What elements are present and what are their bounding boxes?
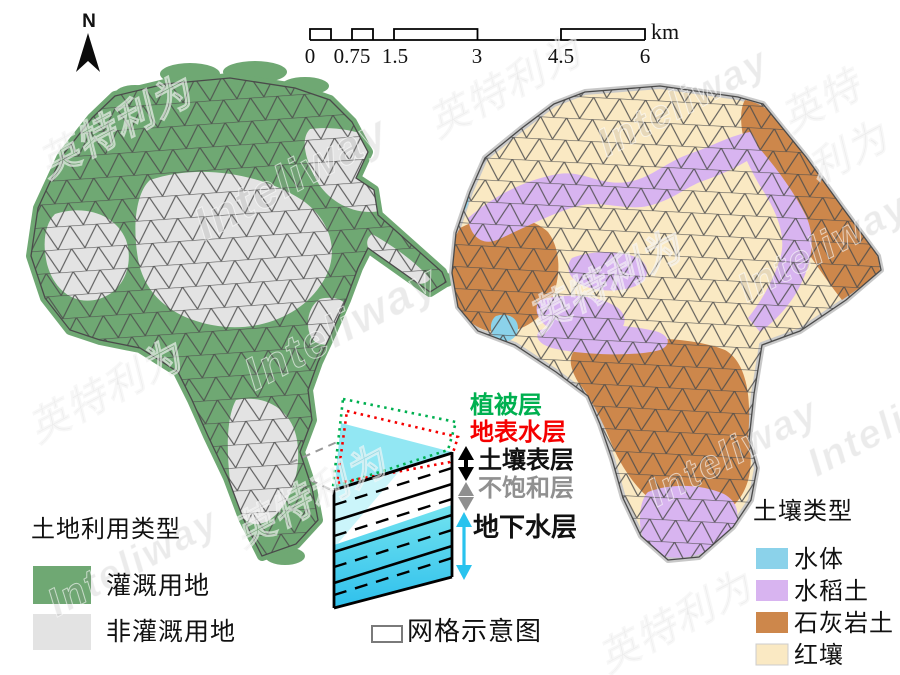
scalebar-unit: km bbox=[651, 19, 680, 44]
surface-water-layer-label: 地表水层 bbox=[470, 419, 566, 446]
unsaturated-layer-arrow bbox=[458, 482, 474, 511]
layer-schematic bbox=[289, 397, 474, 610]
legend-irrigated-label: 灌溉用地 bbox=[106, 572, 211, 600]
soil-map bbox=[449, 83, 884, 563]
groundwater-zone bbox=[334, 505, 452, 608]
zoom-leader-lines bbox=[289, 441, 338, 493]
scalebar-tick-0: 0 bbox=[304, 44, 316, 68]
legend-non-irrigated-label: 非灌溉用地 bbox=[106, 618, 237, 646]
groundwater-arrow bbox=[456, 512, 472, 580]
legend-limestone-label: 石灰岩土 bbox=[794, 610, 894, 637]
grid-legend-label: 网格示意图 bbox=[407, 616, 543, 646]
scalebar-tick-15: 1.5 bbox=[381, 44, 409, 68]
grid-swatch bbox=[371, 625, 403, 643]
surface-water-wedge bbox=[334, 423, 452, 490]
soil-layer-arrow bbox=[458, 446, 474, 481]
scalebar-tick-45: 4.5 bbox=[547, 44, 575, 68]
legend-paddy-label: 水稻土 bbox=[794, 578, 869, 605]
unsaturated-layer-label: 不饱和层 bbox=[478, 475, 574, 502]
land-use-map bbox=[26, 61, 454, 565]
scalebar-tick-6: 6 bbox=[639, 44, 651, 68]
surface-water-outline bbox=[335, 409, 460, 485]
vegetation-layer-label: 植被层 bbox=[470, 392, 542, 419]
groundwater-layer-label: 地下水层 bbox=[473, 512, 578, 542]
land-use-legend-swatches bbox=[33, 566, 91, 650]
legend-red-soil-label: 红壤 bbox=[794, 642, 844, 669]
land-use-legend-title: 土地利用类型 bbox=[31, 516, 181, 543]
vegetation-outline bbox=[331, 397, 458, 489]
soil-mesh bbox=[451, 85, 882, 561]
soil-surface-layer-label: 土壤表层 bbox=[478, 447, 574, 474]
north-label: N bbox=[82, 11, 96, 32]
scalebar-tick-075: 0.75 bbox=[333, 44, 371, 68]
layer-lines bbox=[332, 451, 454, 610]
scalebar-tick-3: 3 bbox=[471, 44, 483, 68]
north-arrow-icon bbox=[76, 33, 100, 72]
land-use-mesh bbox=[30, 77, 447, 557]
scale-bar bbox=[309, 28, 646, 41]
soil-legend-swatches bbox=[755, 548, 789, 666]
soil-legend-title: 土壤类型 bbox=[753, 498, 853, 525]
legend-water-label: 水体 bbox=[794, 546, 844, 573]
